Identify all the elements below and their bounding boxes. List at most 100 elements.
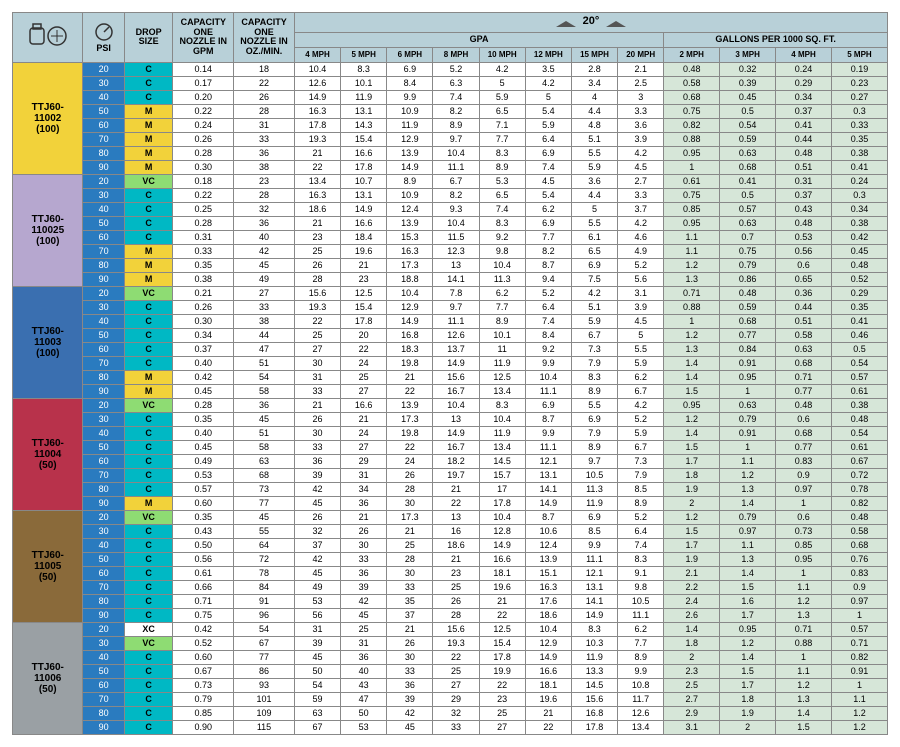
gpm-cell: 0.30 <box>173 314 234 328</box>
psi-cell: 30 <box>83 412 124 426</box>
gpa-cell: 19.6 <box>341 244 387 258</box>
psi-cell: 70 <box>83 692 124 706</box>
gpm-cell: 0.33 <box>173 244 234 258</box>
oz-cell: 49 <box>234 272 295 286</box>
gal-cell: 2.9 <box>664 706 720 720</box>
gal-cell: 0.57 <box>831 622 887 636</box>
gpa-cell: 25 <box>479 706 525 720</box>
gal-cell: 1.2 <box>776 594 832 608</box>
gpa-cell: 15.6 <box>433 370 479 384</box>
gpa-cell: 13.9 <box>387 398 433 412</box>
gal-cell: 0.44 <box>776 132 832 146</box>
gpa-cell: 30 <box>387 566 433 580</box>
gpa-cell: 3.7 <box>618 202 664 216</box>
gal-cell: 0.67 <box>831 454 887 468</box>
gal-cell: 0.48 <box>776 216 832 230</box>
gpm-cell: 0.40 <box>173 426 234 440</box>
gpm-cell: 0.60 <box>173 650 234 664</box>
gal-cell: 0.68 <box>776 356 832 370</box>
gpa-cell: 4.2 <box>618 398 664 412</box>
gpa-cell: 14.9 <box>479 538 525 552</box>
gal-cell: 1 <box>776 566 832 580</box>
drop-size-cell: C <box>124 608 173 622</box>
gal-cell: 0.24 <box>776 62 832 76</box>
drop-size-cell: C <box>124 216 173 230</box>
gpa-cell: 28 <box>387 482 433 496</box>
gpa-cell: 22 <box>387 440 433 454</box>
gpa-cell: 10.5 <box>571 468 617 482</box>
psi-cell: 80 <box>83 258 124 272</box>
gpa-cell: 12.4 <box>387 202 433 216</box>
gpa-cell: 22 <box>341 342 387 356</box>
gal-cell: 0.9 <box>831 580 887 594</box>
gpa-cell: 4.5 <box>618 160 664 174</box>
gpa-speed-6: 15 MPH <box>571 47 617 62</box>
gpa-cell: 12.9 <box>387 300 433 314</box>
gpa-cell: 7.8 <box>433 286 479 300</box>
data-row: 50C0.56724233282116.613.911.18.31.91.30.… <box>13 552 888 566</box>
gpa-cell: 15.6 <box>433 622 479 636</box>
gal-cell: 2 <box>664 496 720 510</box>
gpa-cell: 32 <box>294 524 340 538</box>
gal-cell: 1.9 <box>664 552 720 566</box>
gal-cell: 0.59 <box>720 132 776 146</box>
gpa-cell: 25 <box>294 328 340 342</box>
gpa-cell: 10.8 <box>618 678 664 692</box>
gal-cell: 0.59 <box>720 300 776 314</box>
oz-cell: 45 <box>234 412 295 426</box>
gpa-cell: 6.7 <box>618 440 664 454</box>
gpm-cell: 0.20 <box>173 90 234 104</box>
gpm-cell: 0.17 <box>173 76 234 90</box>
gal-cell: 0.27 <box>831 90 887 104</box>
psi-cell: 70 <box>83 580 124 594</box>
drop-size-cell: C <box>124 454 173 468</box>
drop-size-cell: M <box>124 244 173 258</box>
gpa-cell: 6.4 <box>525 300 571 314</box>
gal-cell: 0.61 <box>831 440 887 454</box>
gpa-cell: 29 <box>341 454 387 468</box>
gal-cell: 1 <box>776 650 832 664</box>
gpa-cell: 17.3 <box>387 412 433 426</box>
gal-cell: 1.1 <box>831 692 887 706</box>
gpa-cell: 36 <box>387 678 433 692</box>
gal-cell: 0.57 <box>720 202 776 216</box>
gpa-cell: 11.1 <box>571 552 617 566</box>
nozzle-label: TTJ60-11004(50) <box>13 398 83 510</box>
gpa-cell: 36 <box>341 566 387 580</box>
gal-cell: 0.63 <box>720 216 776 230</box>
psi-cell: 40 <box>83 202 124 216</box>
psi-cell: 50 <box>83 552 124 566</box>
gpa-cell: 7.4 <box>479 202 525 216</box>
gal-cell: 0.88 <box>664 132 720 146</box>
psi-cell: 40 <box>83 538 124 552</box>
gal-cell: 0.36 <box>776 286 832 300</box>
gpa-cell: 8.9 <box>618 650 664 664</box>
gal-cell: 1.2 <box>720 636 776 650</box>
gal-cell: 1.5 <box>664 524 720 538</box>
gal-cell: 1.1 <box>720 454 776 468</box>
gpa-cell: 21 <box>294 216 340 230</box>
gpa-cell: 14.9 <box>525 650 571 664</box>
gpa-cell: 56 <box>294 608 340 622</box>
psi-cell: 20 <box>83 62 124 76</box>
gpa-cell: 5.5 <box>571 216 617 230</box>
gal-cell: 1.2 <box>720 468 776 482</box>
gpa-cell: 14.9 <box>387 160 433 174</box>
drop-size-cell: M <box>124 160 173 174</box>
data-row: 50C0.28362116.613.910.48.36.95.54.20.950… <box>13 216 888 230</box>
data-row: 40C0.60774536302217.814.911.98.921.410.8… <box>13 650 888 664</box>
gpa-cell: 24 <box>341 426 387 440</box>
gal-cell: 0.34 <box>831 202 887 216</box>
gpa-cell: 6.1 <box>571 230 617 244</box>
gpa-cell: 14.9 <box>571 608 617 622</box>
gpa-cell: 18.3 <box>387 342 433 356</box>
psi-cell: 20 <box>83 286 124 300</box>
gpm-cell: 0.31 <box>173 230 234 244</box>
gpa-cell: 25 <box>433 664 479 678</box>
oz-cell: 86 <box>234 664 295 678</box>
psi-cell: 80 <box>83 370 124 384</box>
data-row: 70C0.536839312619.715.713.110.57.91.81.2… <box>13 468 888 482</box>
gpa-cell: 12.1 <box>525 454 571 468</box>
gpa-cell: 12.3 <box>433 244 479 258</box>
gal-cell: 1.2 <box>664 412 720 426</box>
